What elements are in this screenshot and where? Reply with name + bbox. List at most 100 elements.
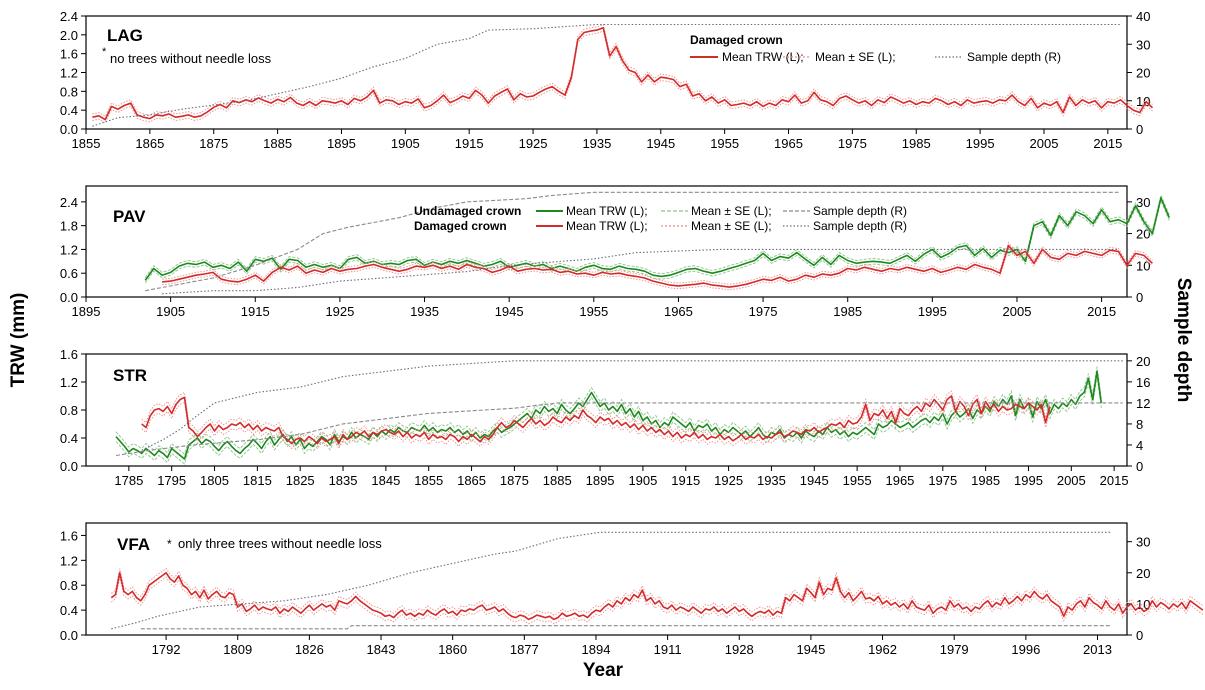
panel-title-lag: LAG: [107, 26, 143, 45]
y2-tick-label: 30: [1136, 37, 1150, 52]
note-asterisk: *: [102, 46, 107, 58]
mean-trw-line-damaged: [141, 395, 1051, 445]
legend-pav: Undamaged crown Mean TRW (L); Mean ± SE …: [414, 204, 907, 233]
plot-frame: [85, 15, 1128, 130]
x-tick-label: 1895: [586, 473, 615, 488]
x-tick-label: 1975: [838, 136, 867, 151]
panel-str: 1785 1795 1805 1815 1825 1835 1845 1855 1865 1875…: [60, 347, 1151, 488]
x-tick-label: 1965: [664, 304, 693, 319]
y2-tick-label: 4: [1136, 438, 1143, 453]
legend-label-undamaged-depth: Sample depth (R): [813, 204, 907, 218]
legend-label-undamaged-mean: Mean TRW (L);: [566, 204, 648, 218]
x-tick-label: 1955: [843, 473, 872, 488]
x-tick-label: 1945: [646, 136, 675, 151]
x-tick-label: 1995: [1014, 473, 1043, 488]
panel-title-vfa: VFA: [117, 535, 150, 554]
x-tick-label: 1911: [654, 642, 682, 657]
x-tick-label: 1795: [157, 473, 186, 488]
y2-tick-label: 0: [1136, 290, 1143, 305]
y2-tick-label: 30: [1136, 535, 1150, 550]
panel-note-vfa: only three trees without needle loss: [178, 536, 382, 551]
panel-title-pav: PAV: [113, 207, 146, 226]
x-tick-label: 1995: [918, 304, 947, 319]
y-tick-label: 1.6: [60, 47, 78, 62]
mean-trw-line-damaged: [92, 27, 1154, 121]
y-tick-label: 0.8: [60, 84, 78, 99]
y-tick-label: 0.0: [60, 628, 78, 643]
x-tick-label: 1895: [327, 136, 356, 151]
x-tick-label: 1895: [72, 304, 101, 319]
panel-title-str: STR: [113, 366, 147, 385]
x-tick-label: 1925: [714, 473, 743, 488]
x-tick-label: 1865: [135, 136, 164, 151]
y-tick-label: 1.6: [60, 528, 78, 543]
x-tick-label: 1915: [241, 304, 270, 319]
x-tick-label: 1925: [519, 136, 548, 151]
x-tick-label: 1935: [757, 473, 786, 488]
x-tick-label: 1925: [325, 304, 354, 319]
y-tick-label: 2.0: [60, 28, 78, 43]
plot-area: 1895 1905 1915 1925 1935 1945 1955 1965 1975 1985…: [60, 185, 1171, 319]
legend-label-se: Mean ± SE (L);: [815, 50, 896, 64]
x-tick-label: 1945: [796, 642, 825, 657]
x-tick-label: 1915: [455, 136, 484, 151]
x-tick-label: 1915: [671, 473, 700, 488]
x-tick-label: 1877: [510, 642, 539, 657]
mean-trw-line-undamaged: [144, 197, 1171, 281]
y-axis-label: TRW (mm): [8, 293, 29, 388]
legend-label-mean: Mean TRW (L);: [722, 50, 804, 64]
y-tick-label: 2.4: [60, 195, 78, 210]
sample-depth-line-damaged: [111, 531, 1111, 630]
legend-header-damaged: Damaged crown: [690, 33, 783, 47]
y2-tick-label: 16: [1136, 375, 1150, 390]
y-tick-label: 1.6: [60, 347, 78, 362]
plot-area: 1855 1865 1875 1885 1895 1905 1915 1925 1935 1945…: [60, 9, 1154, 151]
x-tick-label: 1825: [286, 473, 315, 488]
right-axis-label: Sample depth: [1173, 278, 1194, 403]
plot-frame: [85, 522, 1128, 636]
x-tick-label: 1875: [199, 136, 228, 151]
y2-tick-label: 0: [1136, 628, 1143, 643]
x-tick-label: 1894: [582, 642, 611, 657]
x-tick-label: 1928: [725, 642, 754, 657]
mean-trw-line-damaged: [162, 244, 1153, 288]
x-tick-label: 2015: [1087, 304, 1116, 319]
x-tick-label: 1935: [410, 304, 439, 319]
se-band-down-damaged: [92, 30, 1153, 124]
se-band-down-undamaged: [144, 199, 1170, 284]
se-band-up-undamaged: [115, 366, 1102, 455]
se-band-up-undamaged: [144, 193, 1170, 278]
x-tick-label: 1905: [628, 473, 657, 488]
x-tick-label: 2013: [1083, 642, 1112, 657]
y2-tick-label: 12: [1136, 396, 1150, 411]
y2-tick-label: 8: [1136, 417, 1143, 432]
sample-depth-line-undamaged: [115, 402, 1123, 457]
x-tick-label: 1962: [868, 642, 897, 657]
x-tick-label: 1995: [966, 136, 995, 151]
sample-depth-line-damaged: [141, 360, 1123, 451]
x-tick-label: 1985: [833, 304, 862, 319]
x-tick-label: 1860: [438, 642, 467, 657]
sample-depth-line-damaged: [162, 248, 1119, 295]
y2-tick-label: 30: [1136, 195, 1150, 210]
x-tick-label: 1955: [710, 136, 739, 151]
y2-tick-label: 40: [1136, 9, 1150, 24]
sample-depth-line-damaged: [92, 23, 1121, 127]
legend-label-damaged-se: Mean ± SE (L);: [691, 219, 772, 233]
y2-tick-label: 10: [1136, 258, 1150, 273]
x-tick-label: 1905: [156, 304, 185, 319]
y-tick-label: 0.4: [60, 431, 78, 446]
se-band-up-damaged: [141, 390, 1051, 440]
x-tick-label: 2005: [1003, 304, 1032, 319]
y-tick-label: 1.2: [60, 553, 78, 568]
y-tick-label: 1.2: [60, 66, 78, 81]
x-tick-label: 1855: [72, 136, 101, 151]
x-tick-label: 1965: [885, 473, 914, 488]
x-tick-label: 1785: [114, 473, 143, 488]
y-tick-label: 1.2: [60, 242, 78, 257]
x-tick-label: 1809: [223, 642, 252, 657]
y-tick-label: 0.4: [60, 603, 78, 618]
y2-tick-label: 20: [1136, 566, 1150, 581]
